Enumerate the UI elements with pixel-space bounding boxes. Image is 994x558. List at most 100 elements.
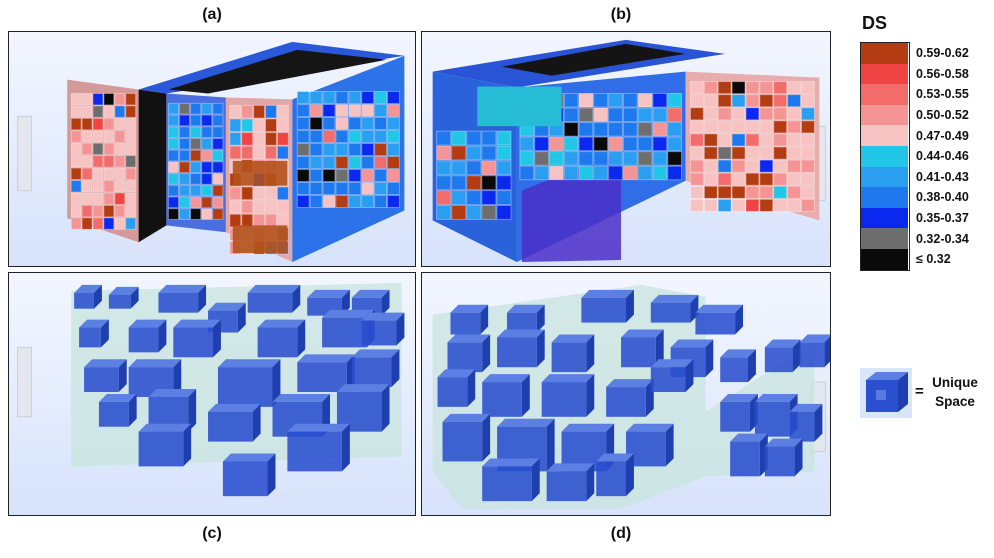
building-cell: [81, 180, 93, 193]
building-cell: [309, 129, 323, 143]
building-cell: [667, 151, 683, 166]
legend-label: ≤ 0.32: [916, 252, 951, 267]
building-cell: [731, 146, 746, 160]
building-cell: [92, 117, 104, 131]
building-cell: [622, 151, 638, 166]
unique-space-box: [222, 453, 276, 497]
unique-space-box: [247, 284, 301, 313]
building-cell: [608, 122, 623, 137]
building-cell: [731, 81, 746, 95]
box-front: [217, 367, 273, 407]
unique-space-box: [173, 319, 221, 358]
building-cell: [703, 133, 718, 147]
building-cell: [361, 155, 375, 169]
building-cell: [114, 192, 126, 205]
top-black-strip: [502, 43, 686, 76]
building-cell: [563, 92, 579, 108]
building-cell: [387, 168, 400, 182]
building-cell: [689, 172, 704, 186]
unique-space-box: [596, 453, 634, 497]
unique-space-box: [79, 319, 109, 348]
legend-swatch: [861, 145, 908, 167]
legend-row: 0.47-0.49: [861, 125, 969, 146]
building-cell: [212, 196, 224, 209]
building-cell: [201, 184, 213, 197]
building-cell: [296, 181, 310, 195]
panel-a: [8, 31, 416, 267]
building-cell: [787, 198, 802, 212]
unique-space-box: [720, 349, 756, 383]
cyan-cluster: [477, 86, 562, 127]
building-cell: [773, 198, 788, 212]
building-cell: [348, 194, 362, 208]
building-cell: [731, 198, 746, 212]
building-cell: [717, 172, 732, 186]
box-front: [506, 312, 537, 333]
building-cell: [667, 107, 683, 123]
legend-label: 0.38-0.40: [916, 190, 969, 205]
building-cell: [387, 181, 400, 195]
box-top: [450, 304, 489, 313]
building-cell: [667, 122, 683, 137]
building-cell: [114, 167, 126, 181]
building-cell: [703, 198, 718, 212]
unique-space-box: [730, 433, 768, 477]
building-cell: [190, 102, 202, 115]
building-cell: [731, 185, 746, 199]
panel-a-label: (a): [202, 6, 222, 23]
building-cell: [253, 200, 266, 214]
building-cell: [451, 205, 467, 220]
box-front: [128, 327, 159, 353]
building-cell: [745, 185, 760, 199]
building-cell: [787, 185, 802, 199]
building-cell: [178, 161, 191, 174]
unique-space-box: [287, 423, 350, 472]
unique-space-label: Unique Space: [928, 373, 982, 411]
box-side: [100, 319, 109, 348]
box-side: [546, 418, 555, 472]
swatch-side: [898, 372, 908, 412]
legend-row: 0.35-0.37: [861, 207, 969, 229]
building-cell: [229, 104, 242, 119]
building-cell: [114, 117, 126, 131]
box-front: [222, 461, 268, 497]
box-front: [158, 292, 199, 313]
building-cell: [103, 167, 115, 181]
building-cell: [787, 146, 802, 160]
building-cell: [466, 130, 482, 146]
box-top: [287, 423, 350, 432]
box-front: [730, 441, 760, 477]
building-cell: [745, 94, 760, 108]
legend-label: 0.32-0.34: [916, 231, 969, 246]
building-cell: [652, 122, 668, 137]
building-cell: [563, 107, 579, 123]
legend-swatch: [861, 166, 908, 188]
box-side: [173, 359, 182, 397]
building-cell: [745, 81, 760, 95]
box-top: [720, 349, 756, 358]
unique-space-box: [497, 329, 545, 368]
building-cell: [201, 208, 213, 220]
box-side: [665, 423, 674, 467]
unique-space-box: [482, 458, 540, 502]
panel-d: [421, 272, 831, 516]
building-cell: [348, 142, 362, 156]
box-side: [128, 394, 137, 427]
building-cell: [689, 185, 704, 199]
box-front: [551, 342, 587, 373]
legend-swatch: [861, 187, 908, 208]
unique-equals: =: [915, 383, 924, 400]
building-cell: [276, 145, 289, 160]
unique-space-box: [789, 403, 823, 442]
building-cell: [387, 142, 400, 156]
unique-space-box: [336, 384, 390, 432]
building-cell: [436, 145, 452, 161]
building-cell: [731, 120, 746, 134]
box-side: [685, 359, 694, 393]
building-cell: [253, 132, 266, 146]
box-top: [257, 319, 306, 328]
building-cell: [296, 103, 310, 117]
box-top: [84, 359, 127, 368]
box-front: [541, 382, 587, 417]
building-cell: [593, 122, 609, 137]
